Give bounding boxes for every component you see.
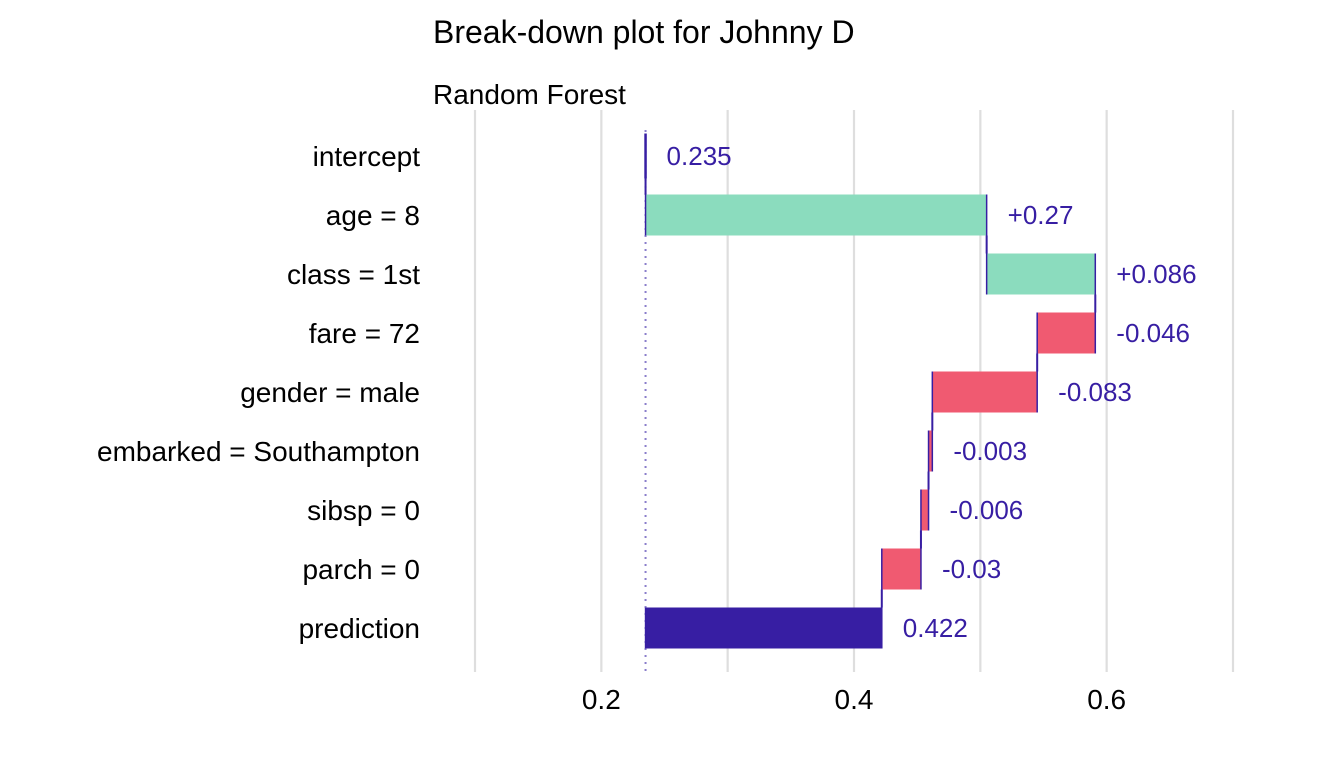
category-label: intercept (313, 141, 421, 172)
x-tick-label: 0.4 (835, 684, 874, 715)
category-label: sibsp = 0 (307, 495, 420, 526)
negative-contribution-bar (920, 489, 929, 531)
category-label: gender = male (240, 377, 420, 408)
value-label: -0.083 (1058, 377, 1132, 407)
chart-title: Break-down plot for Johnny D (433, 14, 855, 50)
connectors-layer (644, 176, 1097, 649)
category-labels: intercept age = 8 class = 1st fare = 72 gend… (97, 141, 420, 644)
value-label: 0.235 (667, 141, 732, 171)
chart-subtitle: Random Forest (433, 79, 626, 110)
negative-contribution-bar (881, 548, 921, 590)
category-label: class = 1st (287, 259, 420, 290)
x-tick-label: 0.6 (1087, 684, 1126, 715)
value-label: -0.046 (1116, 318, 1190, 348)
category-label: fare = 72 (309, 318, 420, 349)
positive-contribution-bar (986, 253, 1096, 295)
value-label: +0.27 (1008, 200, 1074, 230)
prediction-bar (645, 607, 882, 649)
x-axis-ticks: 0.2 0.4 0.6 (582, 684, 1126, 715)
category-label: parch = 0 (302, 554, 420, 585)
value-label: +0.086 (1116, 259, 1196, 289)
x-tick-label: 0.2 (582, 684, 621, 715)
value-label: -0.006 (950, 495, 1024, 525)
negative-contribution-bar (1037, 312, 1096, 354)
value-label: -0.03 (942, 554, 1001, 584)
negative-contribution-bar (928, 430, 933, 472)
category-label: age = 8 (326, 200, 420, 231)
value-label: 0.422 (903, 613, 968, 643)
category-label: embarked = Southampton (97, 436, 420, 467)
labels-layer: 0.235 +0.27 +0.086 -0.046 -0.083 -0.003 -0.006… (667, 141, 1197, 643)
negative-contribution-bar (932, 371, 1038, 413)
positive-contribution-bar (645, 194, 987, 236)
value-label: -0.003 (953, 436, 1027, 466)
bars-layer (644, 133, 1096, 649)
category-label: prediction (299, 613, 420, 644)
